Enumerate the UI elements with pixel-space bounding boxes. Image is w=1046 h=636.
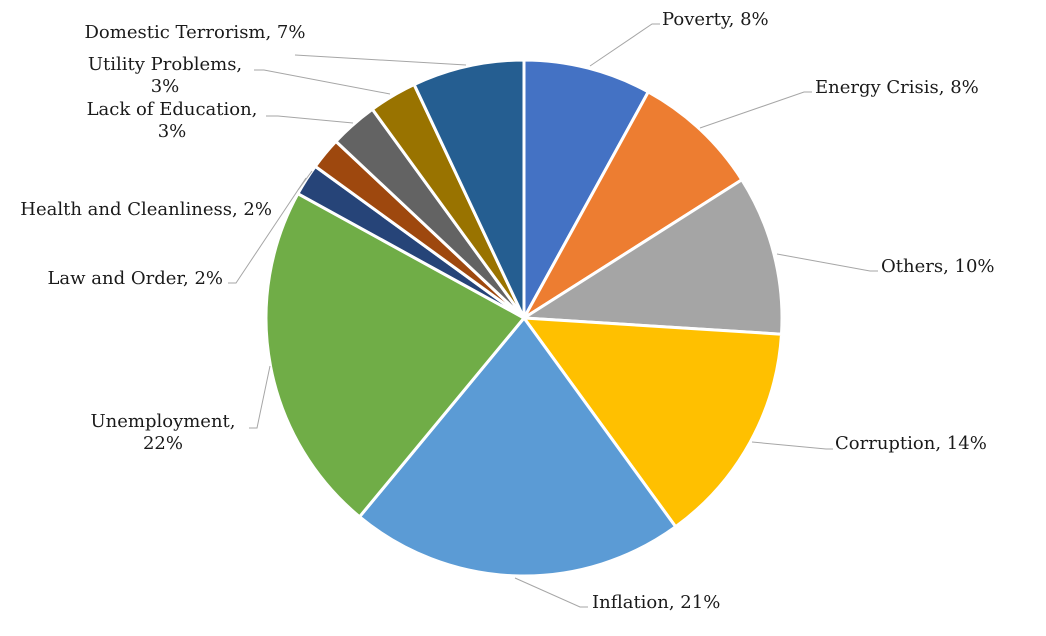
pie-slice-energy-crisis — [522, 90, 744, 320]
data-label: Law and Order, 2% — [47, 268, 223, 289]
pie-slice-unemployment — [264, 192, 526, 519]
leader-line — [751, 441, 833, 450]
leader-lines — [228, 23, 878, 608]
leader-line — [589, 23, 660, 67]
data-label: Corruption, 14% — [835, 433, 987, 454]
data-label: Others, 10% — [881, 256, 995, 277]
data-label: Inflation, 21% — [592, 592, 720, 613]
pie-slices — [264, 58, 784, 578]
pie-slice-corruption — [522, 316, 783, 529]
leader-line — [294, 54, 467, 66]
leader-line — [228, 177, 307, 284]
data-label: Lack of Education, 3% — [87, 99, 258, 142]
pie-slice-poverty — [522, 58, 650, 320]
leader-line — [249, 365, 271, 429]
leader-line — [266, 115, 354, 124]
data-labels: Poverty, 8% Energy Crisis, 8% Others, 10% C… — [20, 9, 994, 613]
data-label: Unemployment, 22% — [90, 411, 235, 454]
data-label: Energy Crisis, 8% — [815, 77, 979, 98]
leader-line — [699, 91, 812, 129]
pie-slice-domestic-terrorism — [412, 58, 526, 320]
pie-slice-inflation — [358, 316, 678, 578]
leader-line — [514, 577, 588, 608]
leader-line — [776, 253, 878, 272]
data-label: Health and Cleanliness, 2% — [20, 199, 272, 220]
leader-line — [297, 170, 313, 191]
pie-slice-others — [522, 178, 784, 336]
data-label: Domestic Terrorism, 7% — [85, 22, 306, 43]
data-label: Utility Problems, 3% — [88, 54, 242, 97]
data-label: Poverty, 8% — [662, 9, 769, 30]
leader-line — [254, 69, 391, 95]
